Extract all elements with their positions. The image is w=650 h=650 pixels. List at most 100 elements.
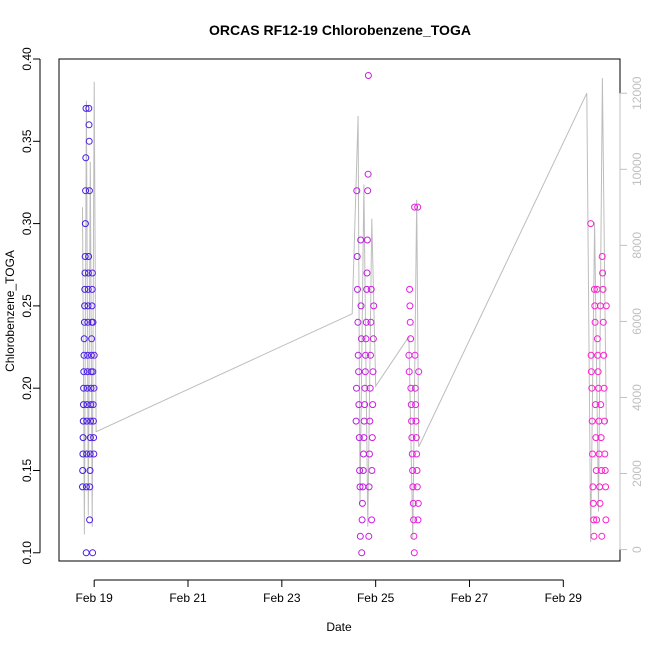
y-axis-label: Chlorobenzene_TOGA xyxy=(3,250,17,372)
y-tick-label: 0.20 xyxy=(20,376,34,400)
data-point xyxy=(360,434,368,442)
data-point xyxy=(90,450,98,458)
data-point xyxy=(406,285,414,293)
data-point xyxy=(411,203,419,211)
data-point xyxy=(362,351,370,359)
data-point xyxy=(90,434,98,442)
data-point xyxy=(84,351,92,359)
data-point xyxy=(594,368,602,376)
y2-tick-label: 10000 xyxy=(630,152,644,186)
data-point xyxy=(588,384,596,392)
data-point xyxy=(413,450,421,458)
data-point xyxy=(369,368,377,376)
data-point xyxy=(357,236,365,244)
data-point xyxy=(592,434,600,442)
data-point xyxy=(359,467,367,474)
data-point xyxy=(364,170,372,178)
data-point xyxy=(83,450,91,458)
data-point xyxy=(592,401,599,409)
data-point xyxy=(86,467,94,474)
data-point xyxy=(358,516,366,524)
data-point xyxy=(361,384,369,392)
data-point xyxy=(414,203,422,211)
data-point xyxy=(366,384,374,392)
data-point xyxy=(592,467,600,474)
data-point xyxy=(89,417,97,425)
data-point xyxy=(88,269,96,277)
data-point xyxy=(354,351,362,359)
data-point xyxy=(587,220,595,228)
data-point xyxy=(407,401,415,409)
y-axis: 0.10 0.15 0.20 0.25 0.30 0.35 0.40 xyxy=(20,47,41,565)
y2-tick-label: 6000 xyxy=(630,308,644,335)
data-point xyxy=(367,351,374,359)
chart-title: ORCAS RF12-19 Chlorobenzene_TOGA xyxy=(209,22,471,38)
data-point xyxy=(90,351,98,359)
data-point xyxy=(79,450,87,458)
data-point xyxy=(79,417,87,425)
data-point xyxy=(85,187,93,195)
data-point xyxy=(590,285,598,293)
data-point xyxy=(86,483,94,491)
y-tick-label: 0.30 xyxy=(20,212,34,236)
data-point xyxy=(363,236,371,244)
y2-tick-label: 12000 xyxy=(630,76,644,110)
data-point xyxy=(81,302,89,310)
y2-tick-label: 0 xyxy=(630,546,644,553)
data-point xyxy=(82,104,90,112)
x-tick-label: Feb 23 xyxy=(263,591,301,605)
data-point xyxy=(601,417,608,425)
data-point xyxy=(591,318,599,326)
data-point xyxy=(368,434,376,442)
data-point xyxy=(412,417,420,425)
data-point xyxy=(85,104,93,112)
data-point xyxy=(363,285,371,293)
data-points-layer xyxy=(79,72,610,557)
data-point xyxy=(79,483,86,491)
data-point xyxy=(358,499,366,507)
data-point xyxy=(411,384,419,392)
data-point xyxy=(357,302,365,310)
data-point xyxy=(83,368,91,376)
data-point xyxy=(88,302,96,310)
y-tick-label: 0.10 xyxy=(20,541,34,565)
data-point xyxy=(353,384,360,392)
data-point xyxy=(88,335,96,343)
data-point xyxy=(353,187,361,195)
data-point xyxy=(82,154,90,162)
data-point xyxy=(81,269,89,277)
data-point xyxy=(354,285,361,293)
data-point xyxy=(602,516,610,524)
data-point xyxy=(86,434,94,442)
data-point xyxy=(366,450,373,458)
data-point xyxy=(370,302,378,310)
data-point xyxy=(89,401,97,409)
data-point xyxy=(410,532,418,540)
data-point xyxy=(365,483,373,491)
data-point xyxy=(602,302,610,310)
data-point xyxy=(81,253,89,260)
data-point xyxy=(414,516,422,524)
data-point xyxy=(80,401,87,409)
data-point xyxy=(407,335,415,343)
data-point xyxy=(599,318,607,326)
data-point xyxy=(88,285,96,293)
data-point xyxy=(587,351,595,359)
y-tick-label: 0.40 xyxy=(20,47,34,71)
data-point xyxy=(83,417,91,425)
data-point xyxy=(362,335,370,343)
data-point xyxy=(90,384,98,392)
data-point xyxy=(408,417,416,425)
data-point xyxy=(597,401,605,409)
data-point xyxy=(589,499,597,507)
data-point xyxy=(80,384,88,392)
x-axis-label: Date xyxy=(326,620,352,634)
x-axis: Feb 19 Feb 21 Feb 23 Feb 25 Feb 27 Feb 29 xyxy=(76,579,582,605)
data-point xyxy=(357,335,365,343)
data-point xyxy=(366,417,374,425)
data-point xyxy=(367,318,375,326)
data-point xyxy=(83,384,91,392)
data-point xyxy=(363,269,371,277)
